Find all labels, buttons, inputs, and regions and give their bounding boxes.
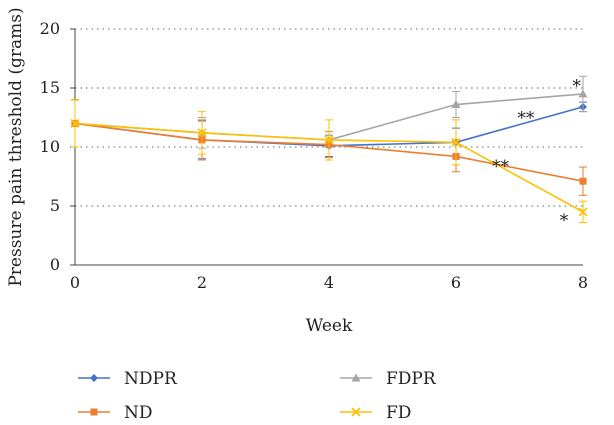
legend: NDPR FDPR ND FD bbox=[78, 369, 437, 423]
data-point-fd-0 bbox=[70, 118, 80, 128]
legend-item-nd: ND bbox=[78, 403, 153, 423]
y-tick-label-10: 10 bbox=[40, 137, 60, 156]
gridlines bbox=[75, 28, 583, 207]
significance-marker-4: * bbox=[560, 211, 569, 231]
x-tick-label-8: 8 bbox=[578, 273, 588, 292]
legend-item-fd: FD bbox=[340, 403, 411, 423]
y-axis-title: Pressure pain threshold (grams) bbox=[6, 7, 26, 286]
data-point-fdpr-6 bbox=[451, 100, 461, 109]
y-tick-label-15: 15 bbox=[40, 78, 60, 97]
legend-item-ndpr: NDPR bbox=[78, 369, 178, 389]
legend-marker-fdpr bbox=[351, 373, 361, 382]
annotations: ****** bbox=[492, 77, 581, 232]
data-point-fd-8 bbox=[578, 207, 588, 217]
x-tick-label-6: 6 bbox=[451, 273, 461, 292]
x-tick-label-4: 4 bbox=[324, 273, 334, 292]
y-tick-label-0: 0 bbox=[50, 255, 60, 274]
legend-label-fd: FD bbox=[386, 403, 411, 423]
significance-marker-2: ** bbox=[517, 109, 535, 129]
legend-label-ndpr: NDPR bbox=[124, 369, 178, 389]
data-point-fdpr-8 bbox=[578, 89, 588, 98]
x-tick-label-2: 2 bbox=[197, 273, 207, 292]
y-tick-label-5: 5 bbox=[50, 196, 60, 215]
legend-item-fdpr: FDPR bbox=[340, 369, 437, 389]
series-fd bbox=[70, 99, 588, 224]
significance-marker-3: ** bbox=[492, 157, 510, 177]
legend-label-fdpr: FDPR bbox=[386, 369, 437, 389]
legend-marker-fd bbox=[351, 407, 361, 417]
data-point-fd-2 bbox=[197, 128, 207, 138]
x-tick-label-0: 0 bbox=[70, 273, 80, 292]
legend-marker-nd bbox=[90, 408, 98, 416]
legend-marker-ndpr bbox=[90, 374, 98, 382]
data-point-fd-6 bbox=[451, 137, 461, 147]
data-point-nd-8 bbox=[579, 177, 587, 185]
data-point-fd-4 bbox=[324, 135, 334, 145]
significance-marker-1: * bbox=[572, 77, 581, 97]
legend-label-nd: ND bbox=[124, 403, 153, 423]
y-tick-label-20: 20 bbox=[40, 19, 60, 38]
axes: 0 5 10 15 20 0 2 4 6 8 bbox=[40, 19, 588, 292]
series-layer bbox=[70, 75, 588, 224]
x-axis-title: Week bbox=[306, 316, 353, 336]
